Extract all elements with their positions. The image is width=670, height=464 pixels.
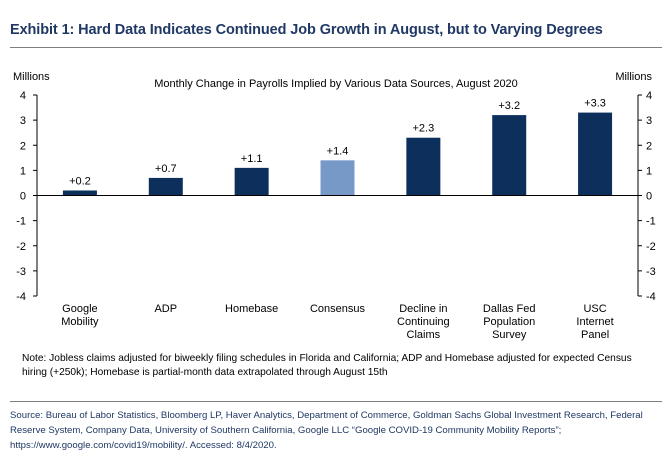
bar-data-label: +0.7 xyxy=(155,163,177,175)
y-tick-label-right: -3 xyxy=(646,266,656,278)
bar xyxy=(578,112,613,196)
bar-data-label: +2.3 xyxy=(412,123,434,135)
x-category-label: Internet xyxy=(576,316,613,328)
y-tick-label-left: -2 xyxy=(16,241,26,253)
bar-data-label: +1.1 xyxy=(241,153,263,165)
source-divider xyxy=(10,401,662,402)
y-tick-label-left: -3 xyxy=(16,266,26,278)
y-tick-label-right: -4 xyxy=(646,291,656,303)
x-category-label: Consensus xyxy=(310,303,366,315)
bar-data-label: +0.2 xyxy=(69,175,91,187)
chart-title: Monthly Change in Payrolls Implied by Va… xyxy=(154,78,518,90)
y-tick-label-left: 2 xyxy=(20,140,26,152)
y-tick-label-left: 0 xyxy=(20,191,26,203)
bar xyxy=(234,167,269,196)
x-category-label: Survey xyxy=(492,329,527,341)
y-tick-label-left: -1 xyxy=(16,216,26,228)
x-category-label: Panel xyxy=(581,329,609,341)
x-category-label: Continuing xyxy=(397,316,450,328)
y-axis-label-right: Millions xyxy=(615,71,652,83)
chart-note: Note: Jobless claims adjusted for biweek… xyxy=(22,353,632,378)
x-category-label: Dallas Fed xyxy=(483,303,536,315)
y-tick-label-left: 3 xyxy=(20,115,26,127)
x-category-label: Decline in xyxy=(399,303,447,315)
bar xyxy=(62,190,97,196)
source-text: Source: Bureau of Labor Statistics, Bloo… xyxy=(10,410,643,451)
y-tick-label-right: 4 xyxy=(646,90,652,102)
bar xyxy=(406,137,441,196)
bar-data-label: +3.2 xyxy=(498,100,520,112)
x-category-label: Homebase xyxy=(225,303,278,315)
y-tick-label-left: 4 xyxy=(20,90,26,102)
y-tick-label-right: -1 xyxy=(646,216,656,228)
exhibit-title: Exhibit 1: Hard Data Indicates Continued… xyxy=(10,22,603,38)
bar-data-label: +1.4 xyxy=(327,145,349,157)
x-category-label: Google xyxy=(62,303,97,315)
y-tick-label-right: 2 xyxy=(646,140,652,152)
y-tick-label-left: -4 xyxy=(16,291,26,303)
y-tick-label-right: 3 xyxy=(646,115,652,127)
x-category-label: Mobility xyxy=(61,316,99,328)
y-tick-label-left: 1 xyxy=(20,165,26,177)
x-category-label: ADP xyxy=(154,303,177,315)
x-category-label: USC xyxy=(583,303,606,315)
y-axis-label-left: Millions xyxy=(13,71,50,83)
payrolls-bar-chart: Monthly Change in Payrolls Implied by Va… xyxy=(13,71,656,341)
y-tick-label-right: -2 xyxy=(646,241,656,253)
title-divider xyxy=(10,47,662,48)
bar xyxy=(320,160,355,196)
x-category-label: Population xyxy=(483,316,535,328)
bar xyxy=(148,177,183,196)
bar-data-label: +3.3 xyxy=(584,98,606,110)
y-tick-label-right: 1 xyxy=(646,165,652,177)
x-category-label: Claims xyxy=(407,329,441,341)
y-tick-label-right: 0 xyxy=(646,191,652,203)
bar xyxy=(492,115,527,196)
